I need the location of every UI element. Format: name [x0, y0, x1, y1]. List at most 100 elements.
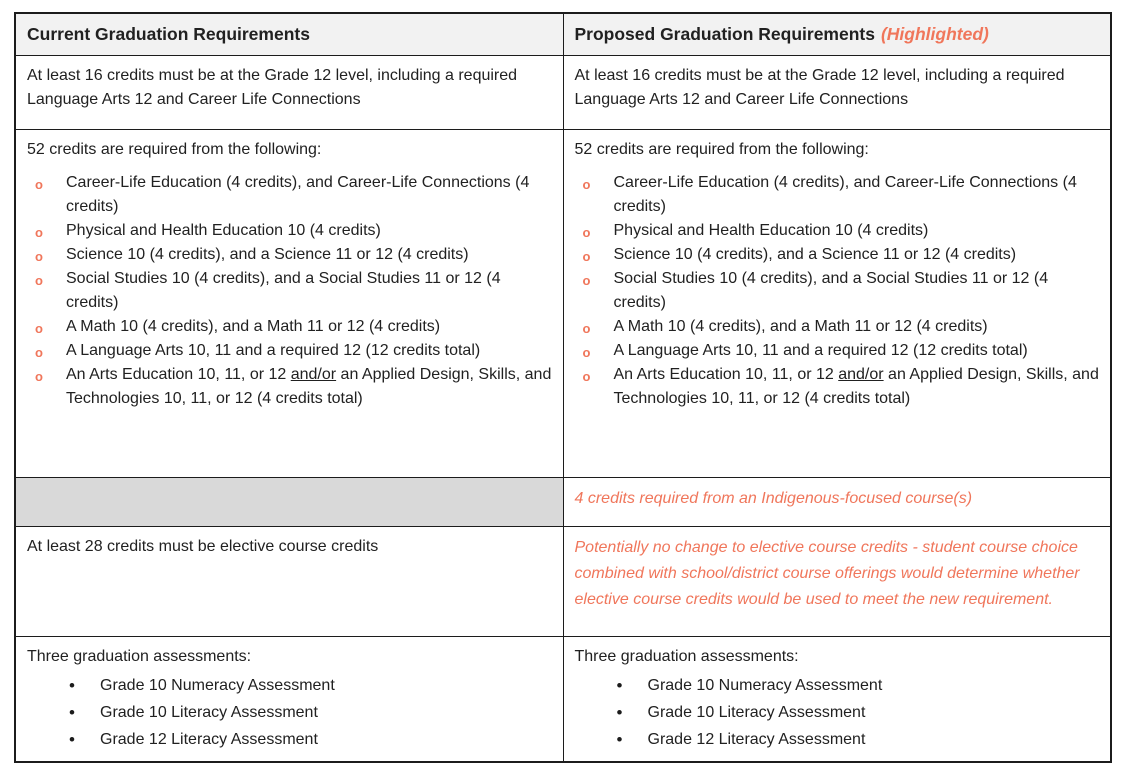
- circle-bullet-icon: o: [35, 369, 43, 384]
- list-item: o A Language Arts 10, 11 and a required 1…: [27, 339, 552, 363]
- disc-bullet-icon: •: [69, 676, 75, 695]
- list-item: o Science 10 (4 credits), and a Science 1…: [27, 243, 552, 267]
- list-item-text: Career-Life Education (4 credits), and C…: [66, 174, 530, 215]
- circle-bullet-icon: o: [35, 225, 43, 240]
- disc-bullet-icon: •: [69, 730, 75, 749]
- disc-bullet-icon: •: [616, 703, 623, 722]
- list-item: o Social Studies 10 (4 credits), and a So…: [27, 267, 552, 315]
- list-item-text: Social Studies 10 (4 credits), and a Soc…: [613, 270, 1049, 311]
- list-item-text: Grade 10 Numeracy Assessment: [647, 677, 883, 694]
- proposed-grade12-credits-cell: At least 16 credits must be at the Grade…: [562, 55, 1112, 130]
- list-item-text: A Math 10 (4 credits), and a Math 11 or …: [66, 318, 441, 335]
- list-item-text: Physical and Health Education 10 (4 cred…: [66, 222, 381, 239]
- circle-bullet-icon: o: [582, 177, 591, 192]
- list-item-text: Grade 12 Literacy Assessment: [647, 731, 866, 748]
- underlined-text-segment: and/or: [290, 366, 337, 383]
- text-segment: An Arts Education 10, 11, or 12: [66, 366, 291, 383]
- list-item: o A Math 10 (4 credits), and a Math 11 or…: [27, 315, 552, 339]
- list-item-text: Science 10 (4 credits), and a Science 11…: [613, 246, 1017, 263]
- list-item-text: An Arts Education 10, 11, or 12 and/or a…: [614, 366, 1099, 407]
- text-segment: An Arts Education 10, 11, or 12: [613, 366, 839, 383]
- current-requirements-title: Current Graduation Requirements: [27, 24, 310, 44]
- circle-bullet-icon: o: [35, 249, 43, 264]
- grade12-credits-row: At least 16 credits must be at the Grade…: [14, 55, 1112, 130]
- credits-list: o Career-Life Education (4 credits), and …: [575, 171, 1100, 411]
- circle-bullet-icon: o: [35, 321, 43, 336]
- list-item: o Science 10 (4 credits), and a Science 1…: [575, 243, 1100, 267]
- proposed-requirements-title: Proposed Graduation Requirements: [574, 24, 875, 44]
- required-credits-row: 52 credits are required from the followi…: [14, 129, 1112, 478]
- assessments-list: • Grade 10 Numeracy Assessment • Grade 10 …: [575, 672, 1100, 753]
- list-item-text: A Language Arts 10, 11 and a required 12…: [66, 342, 481, 359]
- current-electives-cell: At least 28 credits must be elective cou…: [14, 526, 564, 637]
- list-item: o Physical and Health Education 10 (4 cre…: [27, 219, 552, 243]
- current-required-credits-cell: 52 credits are required from the followi…: [14, 129, 564, 478]
- circle-bullet-icon: o: [582, 345, 591, 360]
- list-item-text: Grade 12 Literacy Assessment: [100, 731, 318, 748]
- list-item-text: Career-Life Education (4 credits), and C…: [613, 174, 1077, 215]
- grade12-credits-text: At least 16 credits must be at the Grade…: [574, 67, 1065, 108]
- list-item: • Grade 10 Numeracy Assessment: [575, 672, 1100, 699]
- underlined-text-segment: and/or: [838, 366, 884, 383]
- list-item: • Grade 10 Literacy Assessment: [575, 699, 1100, 726]
- proposed-required-credits-cell: 52 credits are required from the followi…: [562, 129, 1112, 478]
- list-item: o A Math 10 (4 credits), and a Math 11 or…: [575, 315, 1100, 339]
- list-item: o Career-Life Education (4 credits), and …: [575, 171, 1100, 219]
- list-item: o Career-Life Education (4 credits), and …: [27, 171, 552, 219]
- list-item: • Grade 10 Literacy Assessment: [27, 699, 552, 726]
- circle-bullet-icon: o: [582, 321, 591, 336]
- electives-note-text: Potentially no change to elective course…: [574, 539, 1080, 608]
- proposed-assessments-cell: Three graduation assessments: • Grade 10 …: [562, 636, 1112, 763]
- circle-bullet-icon: o: [582, 225, 591, 240]
- graduation-requirements-comparison-table: Current Graduation Requirements Proposed…: [14, 12, 1112, 763]
- circle-bullet-icon: o: [35, 345, 43, 360]
- credits-list: o Career-Life Education (4 credits), and …: [27, 171, 552, 411]
- list-item: • Grade 12 Literacy Assessment: [27, 726, 552, 753]
- indigenous-course-row: 4 credits required from an Indigenous-fo…: [14, 477, 1112, 527]
- proposed-indigenous-cell: 4 credits required from an Indigenous-fo…: [562, 477, 1112, 527]
- list-item: o An Arts Education 10, 11, or 12 and/or …: [27, 363, 552, 411]
- list-item-text: An Arts Education 10, 11, or 12 and/or a…: [66, 366, 551, 407]
- list-item: o An Arts Education 10, 11, or 12 and/or …: [575, 363, 1100, 411]
- credits-intro: 52 credits are required from the followi…: [27, 141, 322, 158]
- list-item: o A Language Arts 10, 11 and a required 1…: [575, 339, 1100, 363]
- indigenous-requirement-text: 4 credits required from an Indigenous-fo…: [574, 490, 973, 507]
- proposed-requirements-header: Proposed Graduation Requirements (Highlig…: [562, 12, 1112, 56]
- assessments-list: • Grade 10 Numeracy Assessment • Grade 10 …: [27, 672, 552, 753]
- disc-bullet-icon: •: [616, 676, 623, 695]
- list-item: o Social Studies 10 (4 credits), and a So…: [575, 267, 1100, 315]
- circle-bullet-icon: o: [582, 249, 591, 264]
- current-requirements-header: Current Graduation Requirements: [14, 12, 564, 56]
- current-indigenous-empty-cell: [14, 477, 564, 527]
- list-item-text: Grade 10 Literacy Assessment: [647, 704, 866, 721]
- list-item-text: Physical and Health Education 10 (4 cred…: [613, 222, 929, 239]
- list-item-text: A Language Arts 10, 11 and a required 12…: [613, 342, 1028, 359]
- list-item-text: A Math 10 (4 credits), and a Math 11 or …: [613, 318, 988, 335]
- circle-bullet-icon: o: [35, 273, 43, 288]
- list-item-text: Science 10 (4 credits), and a Science 11…: [66, 246, 469, 263]
- list-item-text: Grade 10 Literacy Assessment: [100, 704, 318, 721]
- elective-credits-row: At least 28 credits must be elective cou…: [14, 526, 1112, 637]
- electives-text: At least 28 credits must be elective cou…: [27, 538, 379, 555]
- list-item: • Grade 12 Literacy Assessment: [575, 726, 1100, 753]
- text-segment: an Applied Design, Skills, and Technolog…: [613, 366, 1099, 407]
- credits-intro: 52 credits are required from the followi…: [574, 141, 869, 158]
- proposed-electives-cell: Potentially no change to elective course…: [562, 526, 1112, 637]
- grade12-credits-text: At least 16 credits must be at the Grade…: [27, 67, 518, 108]
- disc-bullet-icon: •: [616, 730, 623, 749]
- circle-bullet-icon: o: [582, 369, 591, 384]
- circle-bullet-icon: o: [582, 273, 591, 288]
- list-item-text: Social Studies 10 (4 credits), and a Soc…: [66, 270, 501, 311]
- highlighted-label: (Highlighted): [880, 24, 989, 44]
- circle-bullet-icon: o: [35, 177, 43, 192]
- assessments-intro: Three graduation assessments:: [574, 648, 799, 665]
- assessments-row: Three graduation assessments: • Grade 10 …: [14, 636, 1112, 763]
- table-header-row: Current Graduation Requirements Proposed…: [14, 12, 1112, 56]
- list-item: o Physical and Health Education 10 (4 cre…: [575, 219, 1100, 243]
- current-grade12-credits-cell: At least 16 credits must be at the Grade…: [14, 55, 564, 130]
- disc-bullet-icon: •: [69, 703, 75, 722]
- current-assessments-cell: Three graduation assessments: • Grade 10 …: [14, 636, 564, 763]
- text-segment: an Applied Design, Skills, and Technolog…: [66, 366, 552, 407]
- list-item: • Grade 10 Numeracy Assessment: [27, 672, 552, 699]
- assessments-intro: Three graduation assessments:: [27, 648, 252, 665]
